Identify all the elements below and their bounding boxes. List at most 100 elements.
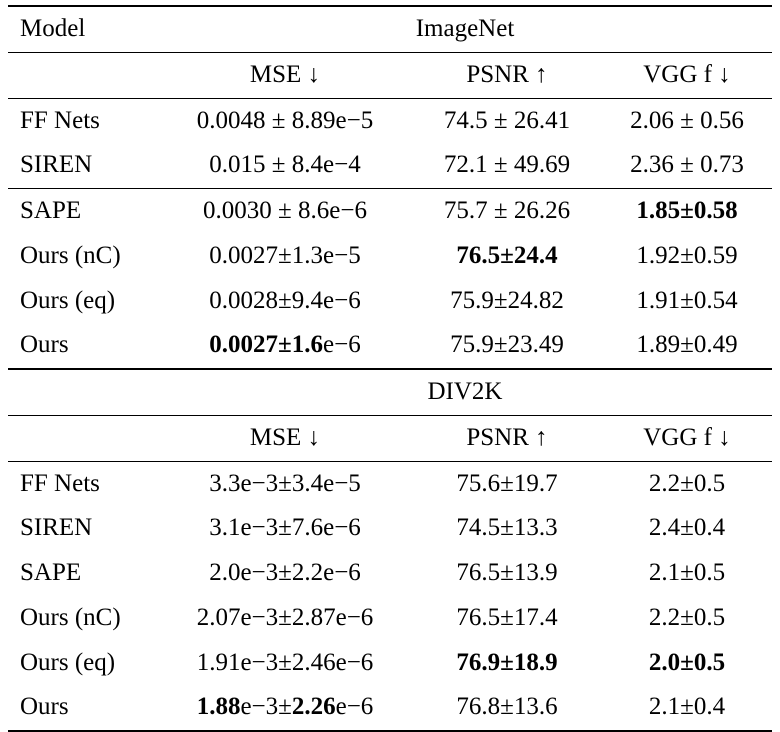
vgg-value: 1.85±0.58: [602, 189, 772, 234]
value-segment: 2.36 ± 0.73: [630, 151, 744, 179]
empty-cell: [8, 415, 158, 461]
benchmark-table-body: Model ImageNet MSE ↓ PSNR ↑ VGG f ↓ FF Nets 0.…: [8, 6, 772, 731]
metric-column-header: PSNR ↑: [466, 423, 548, 451]
value-segment: 2.2±0.5: [648, 603, 726, 631]
mse-value: 2.0e−3±2.2e−6: [158, 551, 412, 596]
metric-column-header: VGG f ↓: [643, 60, 731, 88]
metric-header-row: MSE ↓ PSNR ↑ VGG f ↓: [8, 415, 772, 461]
value-segment: 75.9±23.49: [450, 331, 564, 359]
vgg-value: 1.91±0.54: [602, 279, 772, 324]
table-row: SAPE 0.0030 ± 8.6e−6 75.7 ± 26.26 1.85±0.58: [8, 188, 772, 234]
section-header-row: DIV2K: [8, 369, 772, 416]
value-segment: 72.1 ± 49.69: [443, 151, 571, 179]
mse-value: 3.1e−3±7.6e−6: [158, 506, 412, 551]
psnr-value: 76.5±24.4: [412, 234, 602, 279]
model-name: SAPE: [20, 559, 82, 586]
metric-column-header: VGG f ↓: [643, 423, 731, 451]
value-segment: 1.92±0.59: [636, 241, 738, 269]
table-row: FF Nets 0.0048 ± 8.89e−5 74.5 ± 26.41 2.06 …: [8, 98, 772, 143]
best-value-segment: 2.0±0.5: [648, 648, 726, 676]
dataset-title: ImageNet: [415, 15, 515, 42]
psnr-value: 76.9±18.9: [412, 641, 602, 686]
model-name: SIREN: [20, 514, 93, 542]
value-segment: 0.015 ± 8.4e−4: [209, 151, 361, 179]
table-row: Ours (eq) 0.0028±9.4e−6 75.9±24.82 1.91±0.5…: [8, 279, 772, 324]
vgg-value: 2.36 ± 0.73: [602, 143, 772, 188]
value-segment: 75.9±24.82: [450, 286, 564, 314]
model-name: FF Nets: [20, 469, 100, 497]
mse-value: 0.0028±9.4e−6: [158, 279, 412, 324]
psnr-value: 74.5±13.3: [412, 506, 602, 551]
mse-value: 3.3e−3±3.4e−5: [158, 461, 412, 506]
vgg-value: 2.2±0.5: [602, 461, 772, 506]
value-segment: 2.0e−3±2.2e−6: [209, 559, 361, 586]
value-segment: 1.91e−3±2.46e−6: [196, 648, 374, 676]
table-row: Ours 0.0027±1.6e−6 75.9±23.49 1.89±0.49: [8, 323, 772, 369]
psnr-value: 75.9±23.49: [412, 323, 602, 369]
value-segment: 76.5±13.9: [456, 559, 558, 586]
model-column-header: Model: [20, 15, 86, 42]
table-row: FF Nets 3.3e−3±3.4e−5 75.6±19.7 2.2±0.5: [8, 461, 772, 506]
psnr-value: 75.9±24.82: [412, 279, 602, 324]
value-segment: 0.0028±9.4e−6: [209, 286, 361, 314]
psnr-value: 72.1 ± 49.69: [412, 143, 602, 188]
value-segment: 2.4±0.4: [648, 514, 726, 542]
table-row: Ours (eq) 1.91e−3±2.46e−6 76.9±18.9 2.0±0.5: [8, 641, 772, 686]
mse-value: 0.0027±1.6e−6: [158, 323, 412, 369]
metric-column-header: MSE ↓: [249, 423, 321, 451]
value-segment: 1.91±0.54: [636, 286, 738, 314]
vgg-value: 2.4±0.4: [602, 506, 772, 551]
model-name: SIREN: [20, 151, 93, 179]
model-name: Ours (eq): [20, 286, 116, 314]
section-header-row: Model ImageNet: [8, 6, 772, 53]
value-segment: 2.1±0.4: [648, 693, 726, 721]
mse-value: 1.91e−3±2.46e−6: [158, 641, 412, 686]
best-value-segment: 1.85±0.58: [636, 197, 738, 224]
mse-value: 0.015 ± 8.4e−4: [158, 143, 412, 188]
value-segment: e−6: [323, 331, 361, 359]
dataset-title: DIV2K: [427, 378, 503, 405]
mse-value: 1.88e−3±2.26e−6: [158, 685, 412, 731]
value-segment: e−3±: [240, 693, 292, 721]
best-value-segment: 1.88: [196, 693, 241, 721]
vgg-value: 1.89±0.49: [602, 323, 772, 369]
vgg-value: 2.2±0.5: [602, 596, 772, 641]
value-segment: 75.7 ± 26.26: [443, 197, 571, 224]
metric-column-header: MSE ↓: [249, 60, 321, 88]
value-segment: 2.1±0.5: [648, 559, 726, 586]
psnr-value: 76.5±17.4: [412, 596, 602, 641]
psnr-value: 76.8±13.6: [412, 685, 602, 731]
value-segment: e−6: [335, 693, 374, 721]
psnr-value: 76.5±13.9: [412, 551, 602, 596]
model-name: Ours (nC): [20, 603, 121, 631]
value-segment: 76.5±17.4: [456, 603, 558, 631]
mse-value: 0.0030 ± 8.6e−6: [158, 189, 412, 234]
best-value-segment: 76.5±24.4: [456, 241, 558, 269]
mse-value: 2.07e−3±2.87e−6: [158, 596, 412, 641]
benchmark-table: Model ImageNet MSE ↓ PSNR ↑ VGG f ↓ FF Nets 0.…: [8, 5, 772, 732]
mse-value: 0.0027±1.3e−5: [158, 234, 412, 279]
vgg-value: 2.1±0.5: [602, 551, 772, 596]
table-row: Ours (nC) 2.07e−3±2.87e−6 76.5±17.4 2.2±0.5: [8, 596, 772, 641]
metric-column-header: PSNR ↑: [466, 60, 548, 88]
paper-page: Model ImageNet MSE ↓ PSNR ↑ VGG f ↓ FF Nets 0.…: [8, 5, 772, 732]
value-segment: 2.2±0.5: [648, 469, 726, 497]
model-name: FF Nets: [20, 106, 100, 134]
psnr-value: 75.6±19.7: [412, 461, 602, 506]
value-segment: 2.06 ± 0.56: [630, 106, 744, 134]
vgg-value: 2.06 ± 0.56: [602, 98, 772, 143]
mse-value: 0.0048 ± 8.89e−5: [158, 98, 412, 143]
table-row: SAPE 2.0e−3±2.2e−6 76.5±13.9 2.1±0.5: [8, 551, 772, 596]
value-segment: 0.0027±1.3e−5: [209, 241, 361, 269]
model-name: Ours: [20, 693, 69, 721]
model-name: SAPE: [20, 197, 82, 224]
value-segment: 1.89±0.49: [636, 331, 738, 359]
value-segment: 76.8±13.6: [456, 693, 558, 721]
value-segment: 3.3e−3±3.4e−5: [209, 469, 361, 497]
model-name: Ours (nC): [20, 241, 121, 269]
model-name: Ours (eq): [20, 648, 116, 676]
value-segment: 3.1e−3±7.6e−6: [209, 514, 361, 542]
value-segment: 0.0048 ± 8.89e−5: [196, 106, 374, 134]
best-value-segment: 76.9±18.9: [456, 648, 558, 676]
vgg-value: 2.0±0.5: [602, 641, 772, 686]
